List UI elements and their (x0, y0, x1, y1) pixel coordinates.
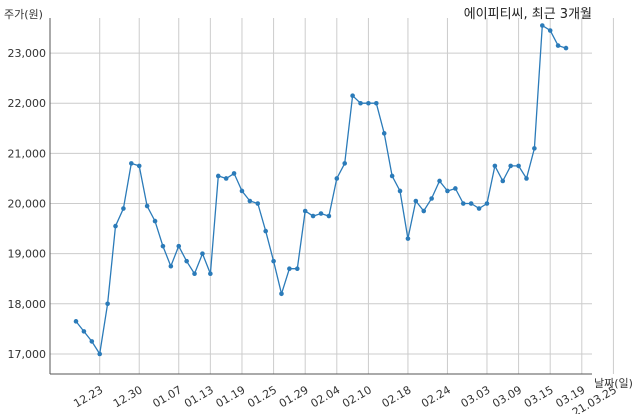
data-point (397, 188, 403, 194)
y-tick-label: 23,000 (8, 47, 47, 60)
data-point (136, 163, 142, 169)
data-point (129, 161, 134, 166)
data-point (468, 201, 474, 206)
x-tick-label: 12.30 (111, 383, 145, 410)
data-point (326, 213, 332, 219)
data-point (208, 271, 213, 277)
data-point (215, 173, 221, 179)
data-point (563, 45, 569, 51)
data-point (192, 271, 197, 277)
price-series (73, 23, 569, 357)
x-tick-label: 01.29 (277, 383, 311, 410)
data-point (294, 266, 300, 272)
x-tick-label: 01.07 (150, 383, 184, 410)
x-axis-label: 날짜(일) (594, 376, 633, 390)
data-point (539, 23, 545, 28)
x-tick-label: 02.04 (309, 383, 343, 410)
data-point (366, 100, 371, 106)
data-point (524, 176, 529, 181)
data-point (263, 228, 268, 234)
data-point (89, 339, 95, 344)
data-point (279, 291, 284, 297)
x-tick-label: 01.19 (214, 383, 248, 410)
x-tick-label: 02.18 (380, 383, 414, 410)
x-tick-label: 01.13 (182, 383, 216, 410)
data-point (516, 163, 521, 169)
data-point (374, 100, 379, 106)
x-tick-label: 03.03 (459, 383, 493, 410)
data-point (342, 161, 348, 166)
price-line (75, 24, 567, 356)
data-point (310, 213, 316, 219)
data-point (144, 203, 150, 209)
data-point (200, 251, 205, 256)
data-point (334, 176, 340, 181)
x-axis-ticks: 12.23 12.30 01.0701.1301.1901.2501.2902.04… (71, 383, 618, 418)
data-point (302, 208, 308, 214)
y-tick-label: 19,000 (8, 248, 47, 261)
y-tick-label: 18,000 (8, 298, 47, 311)
data-point (121, 206, 126, 211)
data-point (231, 171, 237, 176)
data-point (413, 198, 419, 204)
data-point (358, 100, 363, 106)
data-point (484, 201, 490, 206)
data-point (445, 188, 450, 194)
y-tick-label: 21,000 (8, 147, 47, 160)
data-point (547, 28, 553, 33)
data-point (421, 208, 427, 214)
data-point (97, 351, 103, 357)
data-point (287, 266, 292, 272)
data-point (389, 173, 395, 179)
grid (50, 18, 614, 374)
data-point (453, 186, 458, 191)
data-point (429, 196, 434, 201)
data-point (168, 263, 174, 269)
data-point (247, 198, 253, 204)
y-axis-label: 주가(원) (4, 8, 43, 21)
data-point (405, 236, 411, 241)
data-point (532, 146, 537, 151)
data-point (381, 131, 387, 136)
x-tick-label: 03.09 (490, 383, 524, 410)
y-tick-label: 20,000 (8, 198, 47, 211)
chart-title: 에이피티씨, 최근 3개월 (464, 7, 592, 22)
x-tick-label: 12.23 (71, 383, 105, 410)
data-point (255, 201, 261, 206)
data-point (350, 93, 355, 99)
data-point (184, 258, 189, 264)
axes (49, 18, 592, 375)
x-tick-label: 01.25 (245, 383, 279, 410)
data-point (508, 163, 513, 169)
data-point (271, 258, 276, 264)
data-point (500, 178, 506, 184)
data-point (160, 243, 166, 249)
data-point (460, 201, 466, 206)
data-point (152, 218, 158, 224)
data-point (318, 211, 324, 216)
y-tick-label: 17,000 (8, 348, 47, 361)
data-point (176, 243, 182, 249)
x-tick-label: 02.10 (340, 383, 374, 410)
data-point (476, 206, 482, 211)
data-point (223, 176, 229, 181)
data-point (555, 43, 561, 48)
y-axis-ticks: 17,000 18,000 19,000 20,000 21,000 22,000 23,0… (8, 47, 47, 361)
data-point (437, 178, 442, 184)
y-tick-label: 22,000 (8, 97, 47, 110)
data-point (73, 319, 79, 324)
data-point (492, 163, 498, 169)
x-tick-label: 03.15 (522, 383, 556, 410)
data-point (113, 223, 118, 229)
data-point (105, 301, 110, 307)
data-point (239, 188, 245, 194)
data-point (81, 329, 87, 334)
x-tick-label: 02.24 (419, 383, 453, 410)
